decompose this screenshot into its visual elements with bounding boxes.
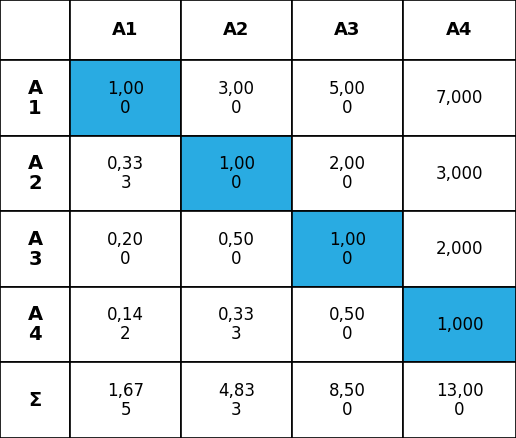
Text: 1,67
5: 1,67 5: [107, 382, 144, 419]
Text: 7,000: 7,000: [436, 89, 483, 107]
Bar: [181, 287, 292, 363]
Bar: [292, 363, 403, 438]
Text: A
4: A 4: [27, 305, 42, 344]
Bar: [181, 136, 292, 212]
Bar: [292, 212, 403, 287]
Bar: [0, 0, 70, 60]
Bar: [292, 287, 403, 363]
Text: 2,00
0: 2,00 0: [329, 155, 366, 192]
Text: A3: A3: [334, 21, 361, 39]
Bar: [0, 136, 70, 212]
Bar: [292, 0, 403, 60]
Bar: [403, 287, 516, 363]
Text: A1: A1: [112, 21, 139, 39]
Bar: [70, 212, 181, 287]
Text: Σ: Σ: [28, 391, 42, 410]
Bar: [403, 136, 516, 212]
Bar: [403, 60, 516, 136]
Text: 1,00
0: 1,00 0: [107, 80, 144, 117]
Text: A2: A2: [223, 21, 250, 39]
Text: 0,50
0: 0,50 0: [329, 306, 366, 343]
Text: 2,000: 2,000: [436, 240, 483, 258]
Bar: [70, 60, 181, 136]
Text: 0,14
2: 0,14 2: [107, 306, 144, 343]
Text: 0,33
3: 0,33 3: [107, 155, 144, 192]
Bar: [0, 363, 70, 438]
Text: 1,00
0: 1,00 0: [329, 231, 366, 268]
Bar: [403, 212, 516, 287]
Text: 3,00
0: 3,00 0: [218, 80, 255, 117]
Bar: [292, 60, 403, 136]
Text: 0,33
3: 0,33 3: [218, 306, 255, 343]
Bar: [70, 287, 181, 363]
Bar: [403, 0, 516, 60]
Text: A4: A4: [446, 21, 473, 39]
Text: 4,83
3: 4,83 3: [218, 382, 255, 419]
Bar: [181, 0, 292, 60]
Text: A
1: A 1: [27, 79, 42, 117]
Bar: [403, 363, 516, 438]
Text: A
2: A 2: [27, 154, 42, 193]
Text: 8,50
0: 8,50 0: [329, 382, 366, 419]
Text: 1,000: 1,000: [436, 316, 483, 334]
Text: A
3: A 3: [27, 230, 42, 268]
Text: 13,00
0: 13,00 0: [436, 382, 483, 419]
Text: 1,00
0: 1,00 0: [218, 155, 255, 192]
Bar: [0, 287, 70, 363]
Bar: [70, 363, 181, 438]
Bar: [0, 60, 70, 136]
Text: 3,000: 3,000: [436, 165, 483, 183]
Text: 0,50
0: 0,50 0: [218, 231, 255, 268]
Bar: [181, 60, 292, 136]
Bar: [181, 363, 292, 438]
Bar: [70, 0, 181, 60]
Text: 0,20
0: 0,20 0: [107, 231, 144, 268]
Bar: [70, 136, 181, 212]
Bar: [0, 212, 70, 287]
Bar: [292, 136, 403, 212]
Bar: [181, 212, 292, 287]
Text: 5,00
0: 5,00 0: [329, 80, 366, 117]
